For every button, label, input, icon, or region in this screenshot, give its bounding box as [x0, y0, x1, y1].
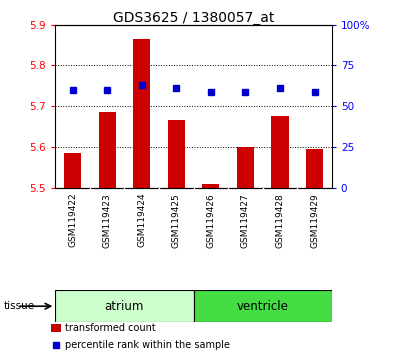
Bar	[237, 147, 254, 188]
Bar	[64, 153, 81, 188]
Text: GSM119425: GSM119425	[172, 193, 181, 247]
Text: percentile rank within the sample: percentile rank within the sample	[65, 339, 230, 350]
Text: GSM119427: GSM119427	[241, 193, 250, 247]
Text: GDS3625 / 1380057_at: GDS3625 / 1380057_at	[113, 11, 274, 25]
Text: tissue: tissue	[4, 301, 35, 311]
Bar	[271, 116, 289, 188]
Bar	[306, 149, 323, 188]
Bar	[167, 120, 185, 188]
Bar	[55, 290, 194, 322]
Text: GSM119429: GSM119429	[310, 193, 319, 247]
Bar	[98, 112, 116, 188]
Text: GSM119424: GSM119424	[137, 193, 146, 247]
Bar	[194, 290, 332, 322]
Bar	[202, 183, 220, 188]
Text: transformed count: transformed count	[65, 323, 156, 333]
Text: ventricle: ventricle	[237, 300, 289, 313]
Text: GSM119426: GSM119426	[206, 193, 215, 247]
Text: GSM119428: GSM119428	[275, 193, 284, 247]
Text: atrium: atrium	[105, 300, 144, 313]
Bar	[51, 324, 61, 332]
Text: GSM119423: GSM119423	[103, 193, 112, 247]
Bar	[133, 39, 150, 188]
Text: GSM119422: GSM119422	[68, 193, 77, 247]
